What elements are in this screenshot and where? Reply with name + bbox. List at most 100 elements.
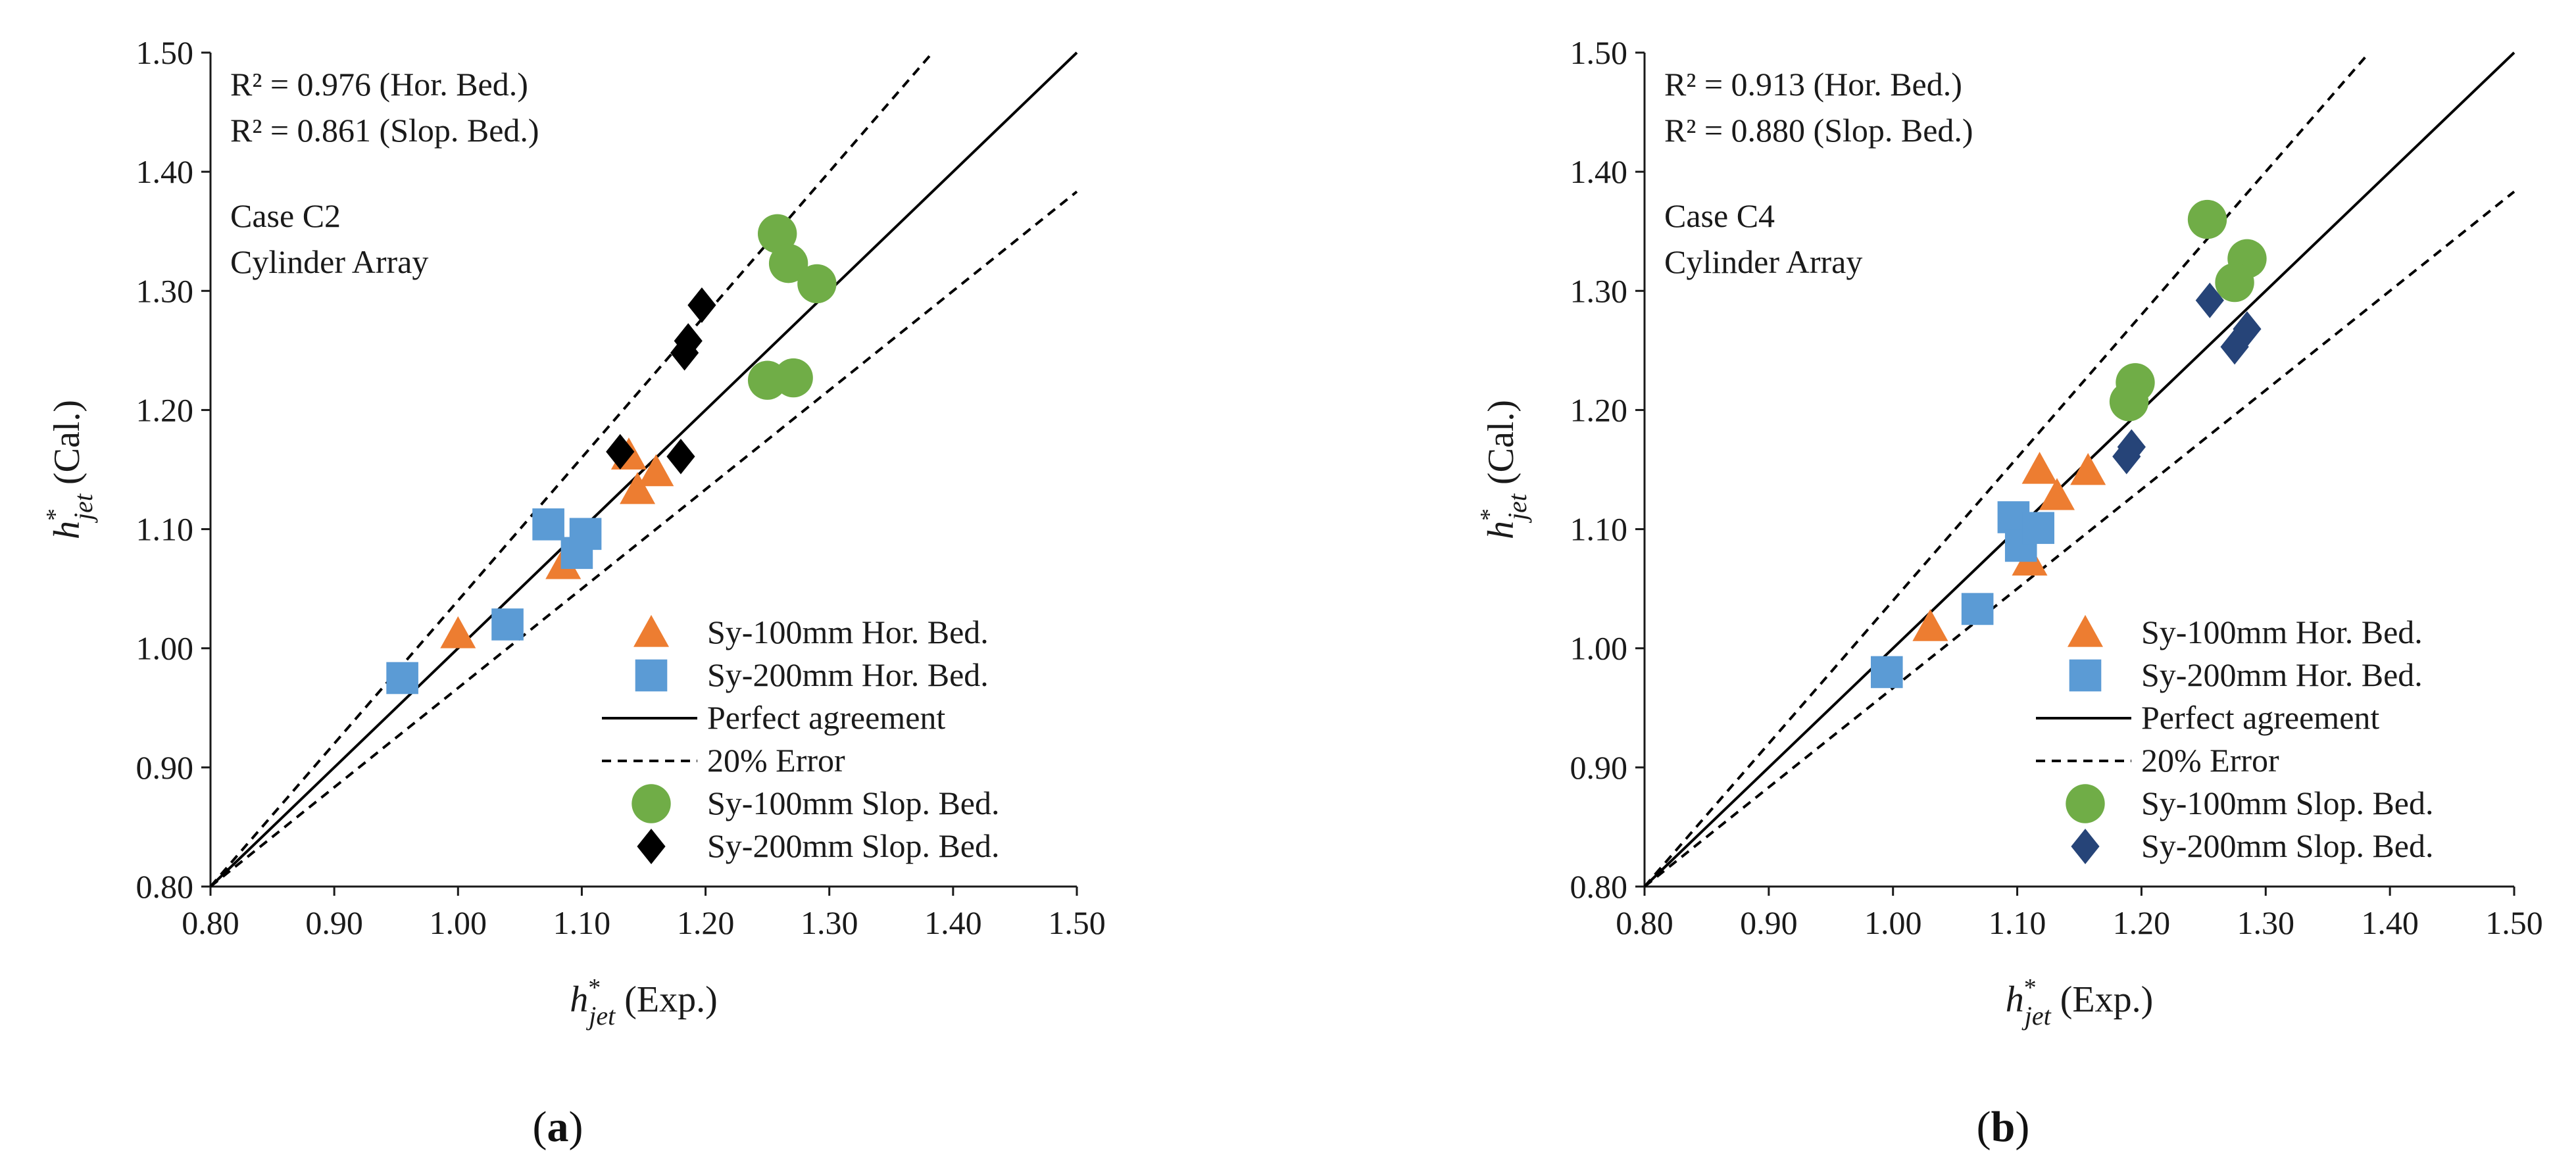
data-point-square (491, 608, 524, 641)
data-point-square (532, 508, 564, 541)
caption-close: ) (2015, 1103, 2029, 1151)
data-point-square (2022, 512, 2054, 545)
error-upper-line (209, 51, 934, 888)
y-tick-label: 0.90 (136, 749, 194, 786)
y-axis-title: h*jet (Cal.) (1475, 400, 1532, 539)
x-tick-label: 1.50 (2485, 904, 2543, 941)
data-point-circle (2109, 382, 2149, 422)
x-axis-subscript: jet (2021, 1001, 2052, 1031)
data-point-triangle (638, 454, 674, 487)
y-tick-label: 1.10 (136, 511, 194, 548)
data-point-triangle (2021, 452, 2058, 484)
y-tick-label: 1.50 (136, 34, 194, 71)
legend-marker-triangle (633, 615, 669, 647)
panel-caption: (a) (533, 1103, 583, 1151)
data-point-triangle (2039, 477, 2075, 510)
caption-open: ( (533, 1103, 547, 1151)
y-tick-label: 1.10 (1570, 511, 1628, 548)
caption-close: ) (569, 1103, 583, 1151)
legend-marker-diamond (637, 829, 666, 864)
legend-label: Perfect agreement (707, 699, 945, 736)
chart-panel-a: 0.800.80 0.90 0.90 1.00 1.00 1.10 1.10 1.20 1.20… (41, 34, 1106, 1151)
r2-hor-annotation: R² = 0.976 (Hor. Bed.) (230, 66, 528, 103)
x-axis-superscript: * (588, 974, 601, 1002)
x-tick-label: 1.20 (677, 904, 735, 941)
x-tick-label: 0.80 (182, 904, 239, 941)
x-tick-label: 1.00 (430, 904, 487, 941)
legend-label: Sy-100mm Hor. Bed. (2141, 614, 2423, 650)
data-point-circle (774, 358, 813, 398)
x-tick-label: 1.50 (1048, 904, 1106, 941)
error-lower-line (1643, 190, 2515, 888)
y-axis-symbol: h (47, 521, 87, 539)
x-axis-tail: (Exp.) (2051, 979, 2154, 1020)
y-tick-label: 1.20 (136, 391, 194, 428)
y-axis-tail: (Cal.) (47, 400, 87, 494)
data-point-triangle (440, 616, 476, 648)
case-label: Case C2 (230, 197, 341, 234)
caption-open: ( (1977, 1103, 1991, 1151)
y-tick-label: 1.30 (136, 272, 194, 309)
data-point-circle (2215, 262, 2254, 303)
x-tick-label: 1.10 (1989, 904, 2046, 941)
y-tick-label: 1.20 (1570, 391, 1628, 428)
legend-label: Sy-100mm Slop. Bed. (707, 785, 999, 821)
y-tick-label: 1.50 (1570, 34, 1628, 71)
legend-label: 20% Error (2141, 742, 2279, 779)
data-point-diamond (2195, 282, 2224, 318)
x-tick-label: 1.30 (801, 904, 858, 941)
r2-slop-annotation: R² = 0.861 (Slop. Bed.) (230, 112, 539, 149)
data-point-diamond (606, 433, 635, 470)
x-tick-label: 0.90 (305, 904, 363, 941)
x-tick-label: 1.00 (1864, 904, 1922, 941)
data-point-triangle (620, 472, 656, 504)
data-point-circle (768, 243, 808, 283)
x-axis-title: h* jet (Exp.) (570, 974, 718, 1031)
data-point-square (386, 662, 418, 695)
x-tick-label: 1.40 (2361, 904, 2419, 941)
y-tick-label: 0.80 (1570, 868, 1628, 905)
data-point-diamond (687, 287, 716, 324)
x-tick-label: 1.20 (2113, 904, 2171, 941)
legend-marker-circle (632, 784, 671, 823)
legend-label: 20% Error (707, 742, 845, 779)
x-axis-subscript: jet (585, 1001, 616, 1031)
data-point-square (1961, 593, 1994, 625)
data-point-circle (2187, 199, 2227, 239)
y-axis-superscript: * (41, 508, 69, 521)
legend-marker-diamond (2071, 829, 2100, 864)
legend-label: Sy-200mm Hor. Bed. (707, 656, 989, 693)
y-axis-subscript: jet (68, 493, 98, 524)
x-axis-tail: (Exp.) (615, 979, 718, 1020)
case-sublabel: Cylinder Array (230, 243, 428, 280)
caption-letter: a (547, 1103, 569, 1151)
legend-label: Sy-200mm Hor. Bed. (2141, 656, 2423, 693)
data-point-triangle (1912, 609, 1948, 641)
data-point-diamond (2112, 439, 2141, 475)
data-point-circle (757, 214, 797, 254)
r2-slop-annotation: R² = 0.880 (Slop. Bed.) (1664, 112, 1973, 149)
legend: Sy-100mm Hor. Bed. Sy-200mm Hor. Bed. Perf… (2036, 614, 2433, 864)
x-tick-label: 1.40 (924, 904, 982, 941)
x-axis-title: h* jet (Exp.) (2006, 974, 2154, 1031)
panel-caption: (b) (1977, 1103, 2030, 1151)
legend-label: Perfect agreement (2141, 699, 2379, 736)
legend-marker-square (635, 659, 668, 692)
error-upper-line (1643, 51, 2371, 888)
data-point-diamond (670, 335, 699, 371)
legend: Sy-100mm Hor. Bed. Sy-200mm Hor. Bed. Perf… (602, 614, 999, 864)
r2-hor-annotation: R² = 0.913 (Hor. Bed.) (1664, 66, 1962, 103)
y-tick-label: 1.00 (1570, 630, 1628, 667)
x-axis-symbol: h (570, 979, 588, 1020)
data-point-diamond (2220, 329, 2249, 365)
legend-marker-triangle (2068, 615, 2103, 647)
caption-letter: b (1991, 1103, 2016, 1151)
x-tick-label: 1.10 (553, 904, 611, 941)
legend-label: Sy-200mm Slop. Bed. (707, 827, 999, 864)
chart-panel-b: 0.800.80 0.90 0.90 1.00 1.00 1.10 1.10 1.20 1.20… (1475, 34, 2543, 1151)
legend-marker-circle (2066, 784, 2105, 823)
y-tick-label: 0.80 (136, 868, 194, 905)
y-tick-label: 1.40 (1570, 153, 1628, 190)
legend-label: Sy-200mm Slop. Bed. (2141, 827, 2433, 864)
